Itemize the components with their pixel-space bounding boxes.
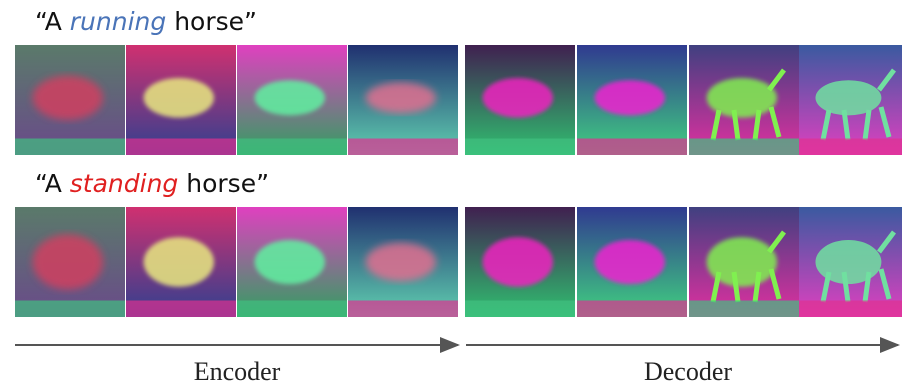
encoder-label: Encoder [194,357,281,386]
ground [465,139,575,156]
image-tile [465,45,575,155]
caption-standing: “A standing horse” [35,169,269,198]
ground [799,139,902,156]
horse-blob [144,78,214,118]
horse-blob [144,237,214,287]
image-tile [15,45,125,155]
image-tile [126,207,236,317]
image-tile [577,207,687,317]
horse-blob [815,240,881,284]
image-tile [689,207,799,317]
image-tile [799,45,902,155]
image-tile [15,207,125,317]
horse-blob [33,76,103,120]
image-tile [465,207,575,317]
decoder-label: Decoder [644,357,732,386]
ground [689,139,799,156]
image-tile [799,207,902,317]
ground [237,139,347,156]
ground [348,301,458,318]
ground [126,301,236,318]
horse-blob [366,243,436,282]
caption-running: “A running horse” [35,7,257,36]
ground [689,301,799,318]
ground [237,301,347,318]
ground [577,139,687,156]
horse-blob [595,240,665,284]
horse-blob [255,240,325,284]
horse-blob [255,80,325,115]
ground [577,301,687,318]
image-tile [126,45,236,155]
image-tile [689,45,799,155]
ground [15,301,125,318]
horse-blob [33,235,103,290]
ground [465,301,575,318]
ground [799,301,902,318]
horse-blob [815,80,881,115]
image-tile [348,45,458,155]
horse-blob [483,78,553,118]
image-tile [577,45,687,155]
horse-blob [483,237,553,287]
image-tile [237,45,347,155]
horse-blob [366,82,436,113]
image-tile [237,207,347,317]
ground [15,139,125,156]
ground [348,139,458,156]
figure: “A running horse” “A standing horse” Enc… [0,0,902,389]
horse-blob [595,80,665,115]
ground [126,139,236,156]
image-tile [348,207,458,317]
